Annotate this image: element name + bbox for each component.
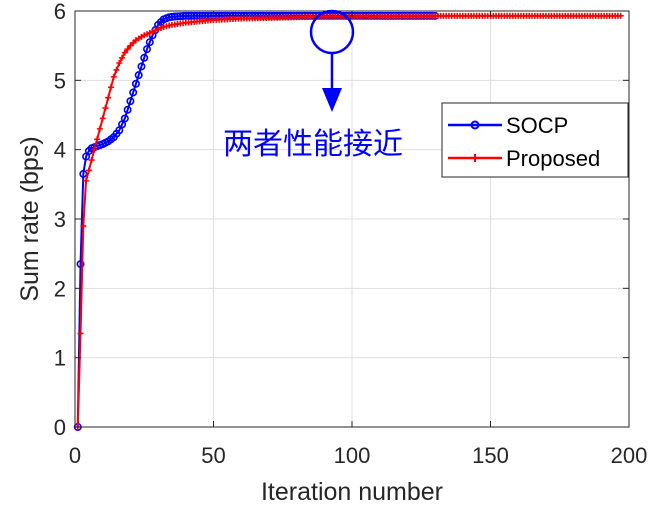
data-point-socp: [140, 53, 149, 62]
data-point-proposed: [110, 73, 117, 80]
legend: SOCP Proposed: [441, 102, 629, 178]
data-point-socp: [187, 11, 196, 20]
x-tick-label: 100: [334, 443, 371, 468]
x-tick-label: 150: [472, 443, 509, 468]
x-axis-label: Iteration number: [261, 478, 443, 506]
legend-marker-proposed: [471, 154, 479, 162]
legend-marker-socp: [470, 120, 480, 130]
y-tick-label: 4: [54, 138, 66, 163]
y-tick-label: 2: [54, 276, 66, 301]
data-point-socp: [184, 11, 193, 20]
legend-box: [441, 102, 629, 178]
data-point-socp: [123, 105, 132, 114]
annotation-text: 两者性能接近: [223, 127, 403, 162]
data-point-proposed: [105, 94, 112, 101]
data-point-proposed: [108, 84, 115, 91]
data-point-proposed: [617, 12, 624, 19]
data-point-proposed: [94, 136, 101, 143]
data-point-proposed: [80, 222, 87, 229]
data-point-socp: [145, 38, 154, 47]
data-point-proposed: [91, 146, 98, 153]
data-point-socp: [179, 12, 188, 21]
data-point-socp: [134, 71, 143, 80]
data-point-socp: [137, 62, 146, 71]
data-point-socp: [131, 79, 140, 88]
x-tick-label: 50: [201, 443, 225, 468]
data-point-proposed: [121, 49, 128, 56]
y-tick-label: 1: [54, 346, 66, 371]
data-point-socp: [120, 114, 129, 123]
data-point-proposed: [96, 125, 103, 132]
data-point-proposed: [85, 167, 92, 174]
series-layer: [73, 11, 624, 431]
annotation-arrowhead: [322, 88, 342, 112]
data-point-proposed: [102, 105, 109, 112]
legend-label-proposed: Proposed: [506, 146, 600, 171]
y-tick-label: 0: [54, 415, 66, 440]
series-proposed: [74, 12, 624, 430]
x-tick-label: 0: [69, 443, 81, 468]
data-point-socp: [76, 260, 85, 269]
x-tick-label: 200: [611, 443, 648, 468]
data-point-socp: [129, 88, 138, 97]
data-point-proposed: [88, 157, 95, 164]
y-tick-label: 3: [54, 207, 66, 232]
y-tick-label: 5: [54, 68, 66, 93]
data-point-proposed: [119, 54, 126, 61]
data-point-proposed: [124, 46, 131, 53]
ticks: 0 50 100 150 200 0 1 2 3 4 5 6: [54, 0, 648, 468]
annotation: 两者性能接近: [223, 9, 403, 162]
y-tick-label: 6: [54, 0, 66, 24]
data-point-socp: [170, 12, 179, 21]
data-point-proposed: [83, 177, 90, 184]
data-point-proposed: [99, 115, 106, 122]
data-point-proposed: [77, 330, 84, 337]
data-point-socp: [79, 169, 88, 178]
data-point-socp: [176, 12, 185, 21]
data-point-proposed: [113, 66, 120, 73]
y-axis-label: Sum rate (bps): [16, 136, 44, 301]
data-point-socp: [181, 11, 190, 20]
data-point-socp: [173, 12, 182, 21]
data-point-proposed: [116, 60, 123, 66]
data-point-socp: [126, 97, 135, 106]
legend-label-socp: SOCP: [506, 113, 568, 138]
data-point-socp: [143, 45, 152, 54]
